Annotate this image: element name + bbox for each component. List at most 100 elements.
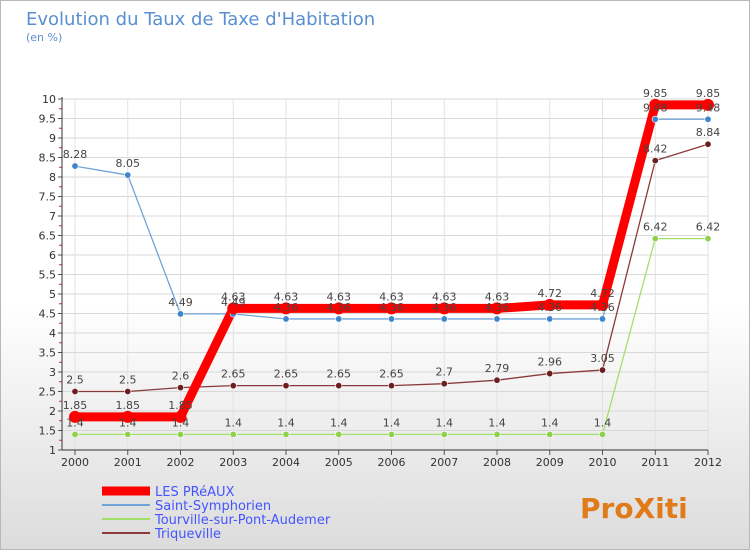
y-tick-label: 7.5: [39, 191, 57, 204]
data-point: [387, 430, 395, 438]
data-label: 2.7: [436, 366, 454, 379]
data-label: 4.63: [485, 290, 510, 303]
data-point: [546, 315, 554, 323]
data-point: [598, 315, 606, 323]
data-point: [546, 430, 554, 438]
data-label: 4.72: [538, 287, 563, 300]
data-label: 6.42: [643, 221, 668, 234]
y-tick-label: 2: [49, 405, 56, 418]
data-label: 1.4: [66, 416, 84, 429]
data-point: [177, 430, 185, 438]
data-point: [69, 410, 81, 423]
data-label: 1.85: [116, 399, 141, 412]
x-tick-label: 2010: [589, 456, 617, 469]
data-label: 1.4: [594, 416, 612, 429]
y-tick-label: 4.5: [39, 308, 57, 321]
data-label: 1.4: [172, 416, 190, 429]
data-point: [335, 430, 343, 438]
data-point: [704, 115, 712, 123]
data-label: 1.4: [277, 416, 295, 429]
data-point: [229, 382, 237, 390]
data-label: 4.63: [432, 290, 457, 303]
data-point: [124, 171, 132, 179]
y-tick-label: 10: [42, 93, 56, 106]
data-label: 9.48: [643, 101, 668, 114]
data-label: 9.48: [696, 101, 721, 114]
data-label: 1.4: [541, 416, 559, 429]
data-point: [651, 235, 659, 243]
x-tick-label: 2003: [219, 456, 247, 469]
series-points: [69, 98, 714, 438]
data-label: 9.85: [643, 87, 668, 100]
data-label: 2.5: [119, 374, 137, 387]
x-tick-label: 2000: [61, 456, 89, 469]
data-label: 8.05: [116, 157, 141, 170]
data-point: [385, 302, 398, 315]
data-point: [174, 410, 187, 423]
x-tick-label: 2009: [536, 456, 564, 469]
data-labels: 1.85 1.85 1.85 4.63 4.63 4.63 4.63 4.63 4.63 4.72…: [63, 87, 721, 430]
proxiti-logo: ProXiti: [580, 492, 688, 525]
y-tick-label: 8.5: [39, 152, 57, 165]
y-tick-label: 3: [49, 366, 56, 379]
x-tick-label: 2011: [641, 456, 669, 469]
data-point: [282, 382, 290, 390]
data-point: [71, 162, 79, 170]
data-label: 4.36: [538, 301, 563, 314]
x-tick-label: 2002: [167, 456, 195, 469]
data-point: [282, 315, 290, 323]
data-point: [493, 315, 501, 323]
chart-subtitle: (en %): [26, 31, 62, 44]
y-tick-label: 9.5: [39, 113, 57, 126]
data-point: [440, 380, 448, 388]
data-point: [227, 302, 240, 315]
data-point: [438, 302, 451, 315]
data-label: 6.42: [696, 221, 721, 234]
y-tick-label: 5.5: [39, 269, 57, 282]
data-point: [280, 302, 292, 315]
data-point: [71, 387, 79, 395]
data-label: 2.65: [327, 368, 352, 381]
data-point: [543, 298, 556, 311]
data-label: 2.96: [538, 356, 563, 369]
data-label: 1.4: [436, 416, 454, 429]
data-label: 2.6: [172, 370, 190, 383]
y-tick-label: 1.5: [39, 425, 57, 438]
legend-label: Triqueville: [154, 527, 221, 542]
legend: LES PRéAUXSaint-SymphorienTourville-sur-…: [102, 485, 331, 542]
data-point: [651, 115, 659, 123]
data-label: 1.4: [225, 416, 243, 429]
data-point: [702, 98, 714, 111]
data-point: [71, 430, 79, 438]
data-label: 4.36: [327, 301, 352, 314]
data-point: [596, 298, 609, 311]
y-tick-label: 8: [49, 171, 56, 184]
axes: 1 1.5 2 2.5 3 3.5 4 4.5 5 5.5 6 6.5 7 7.5 8 8.5 9 9.5 10 20…: [39, 93, 723, 469]
data-label: 4.36: [485, 301, 510, 314]
data-label: 2.65: [221, 368, 246, 381]
data-point: [332, 302, 345, 315]
data-point: [598, 366, 606, 374]
data-label: 2.65: [274, 368, 299, 381]
x-tick-label: 2005: [325, 456, 353, 469]
data-point: [282, 430, 290, 438]
data-point: [121, 410, 134, 423]
x-tick-label: 2008: [483, 456, 511, 469]
data-point: [704, 140, 712, 148]
data-label: 4.63: [221, 290, 246, 303]
y-tick-label: 2.5: [39, 386, 57, 399]
grid: [62, 98, 709, 450]
data-point: [649, 98, 662, 111]
data-label: 2.65: [379, 368, 404, 381]
data-point: [598, 430, 606, 438]
data-label: 1.85: [63, 399, 88, 412]
data-point: [493, 376, 501, 384]
data-label: 9.85: [696, 87, 721, 100]
y-tick-label: 1: [49, 444, 56, 457]
data-label: 3.05: [590, 352, 615, 365]
legend-label: Saint-Symphorien: [155, 499, 271, 514]
data-label: 4.36: [274, 301, 299, 314]
data-point: [440, 430, 448, 438]
y-tick-label: 7: [49, 210, 56, 223]
